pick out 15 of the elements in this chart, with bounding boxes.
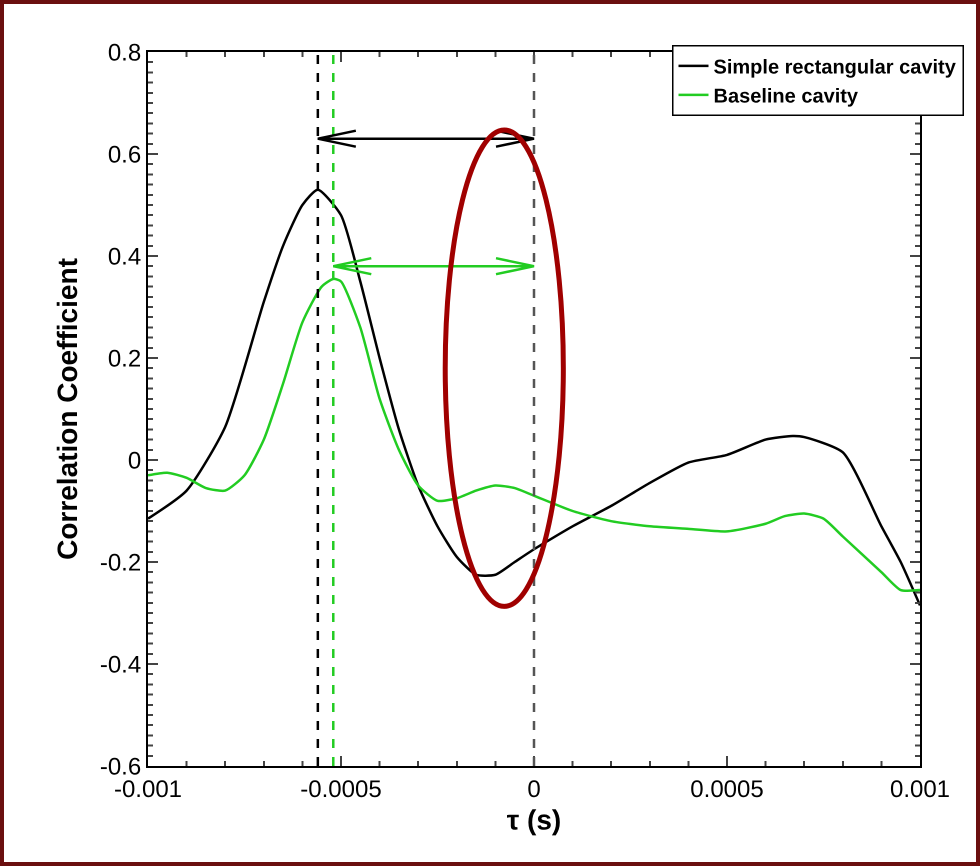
x-tick-label: 0.0005 [690,776,764,803]
legend-label: Baseline cavity [714,86,859,108]
x-tick-label: 0.001 [890,776,950,803]
legend-label: Simple rectangular cavity [714,56,957,79]
y-tick-label: -0.2 [100,549,142,576]
x-axis-title: τ (s) [506,804,562,836]
y-tick-label: 0.6 [108,141,142,168]
x-tick-label: 0 [527,776,541,803]
x-tick-label: -0.0005 [300,776,382,803]
y-tick-label: 0.2 [108,345,142,372]
y-axis-title: Correlation Coefficient [52,258,84,560]
y-tick-label: 0.4 [108,243,142,270]
y-tick-label: -0.4 [100,651,142,678]
y-tick-label: 0 [128,447,142,474]
y-tick-label: 0.8 [108,39,142,66]
